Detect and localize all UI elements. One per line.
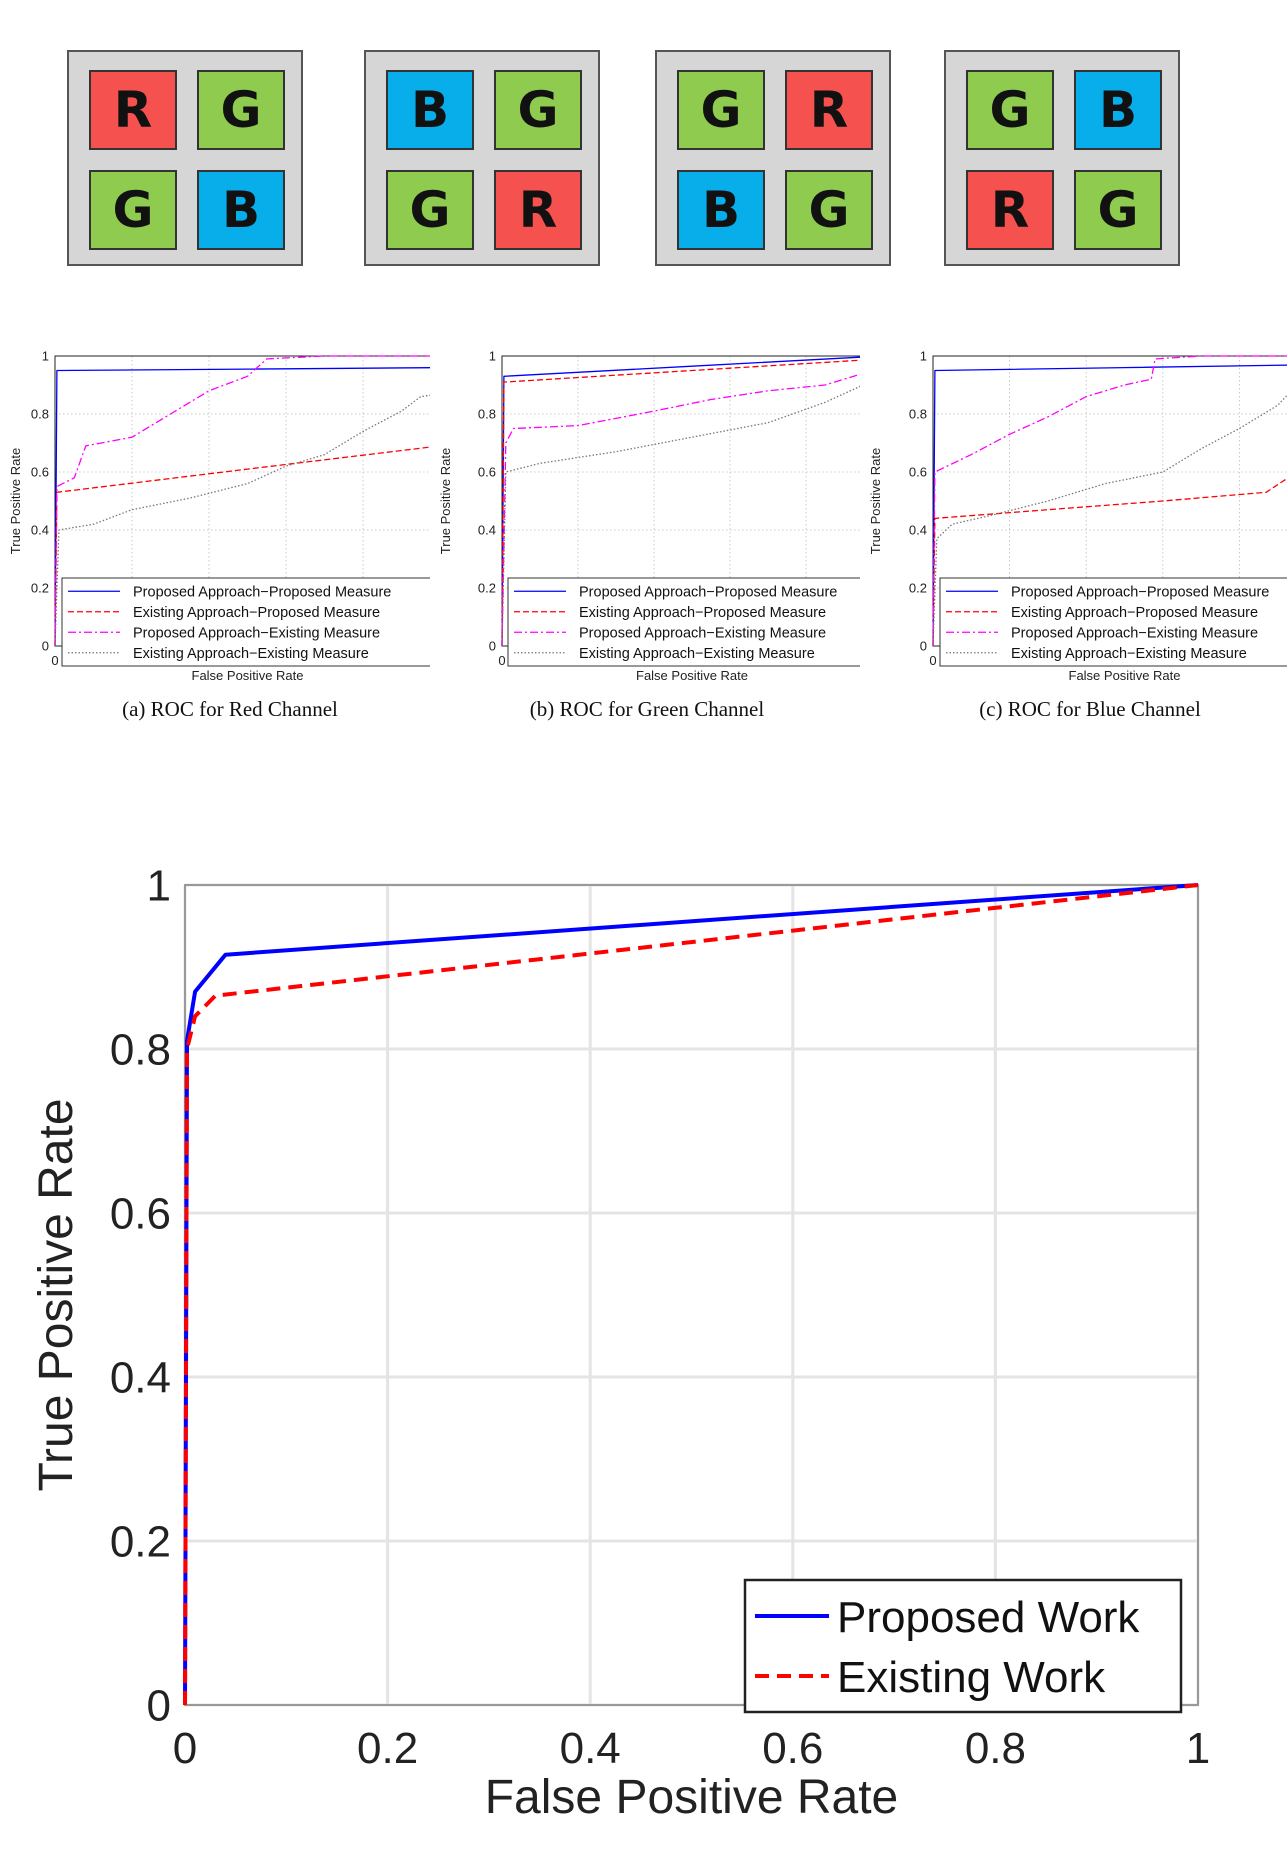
bayer-cell: G: [785, 170, 873, 250]
legend-box: [939, 577, 1287, 667]
y-tick-label: 0: [147, 1681, 171, 1730]
y-tick-label: 0.2: [110, 1517, 171, 1566]
series-line-2: [501, 359, 860, 647]
y-tick-label: 0.6: [31, 465, 49, 480]
bayer-cell: B: [386, 70, 474, 150]
series-line-1: [932, 364, 1287, 647]
series-line-2: [183, 883, 1199, 1706]
series-line-3: [501, 373, 860, 647]
caption-red: (a) ROC for Red Channel: [122, 697, 338, 721]
series-line-2: [932, 477, 1287, 647]
x-tick-label: 0.8: [965, 1724, 1026, 1773]
y-axis-label: True Positive Rate: [868, 448, 883, 554]
y-tick-label: 0.2: [909, 581, 927, 596]
y-tick-label: 0.4: [478, 523, 496, 538]
legend-label: Proposed Approach−Existing Measure: [1011, 625, 1258, 641]
x-tick-label: 0: [498, 653, 505, 668]
caption-green: (b) ROC for Green Channel: [529, 697, 765, 721]
legend-label: Proposed Approach−Existing Measure: [579, 625, 826, 641]
x-axis-label: False Positive Rate: [192, 668, 304, 683]
y-tick-label: 0.8: [909, 407, 927, 422]
y-tick-label: 0: [42, 639, 49, 654]
y-tick-label: 0.8: [110, 1025, 171, 1074]
series-line-3: [54, 355, 430, 647]
bayer-cell: G: [966, 70, 1054, 150]
y-tick-label: 0: [489, 639, 496, 654]
legend-label: Existing Approach−Proposed Measure: [133, 605, 380, 621]
bayer-cell: G: [386, 170, 474, 250]
y-tick-label: 0.6: [909, 465, 927, 480]
y-tick-label: 1: [489, 350, 496, 364]
y-tick-label: 0.6: [478, 465, 496, 480]
caption-blue: (c) ROC for Blue Channel: [979, 697, 1201, 721]
x-axis-label: False Positive Rate: [1069, 668, 1181, 683]
legend-label: Proposed Approach−Proposed Measure: [133, 584, 391, 600]
y-axis-label: True Positive Rate: [8, 448, 23, 554]
legend-box: [507, 577, 860, 667]
legend-label: Proposed Approach−Proposed Measure: [1011, 584, 1269, 600]
bayer-cell: R: [966, 170, 1054, 250]
x-tick-label: 0.2: [357, 1724, 418, 1773]
bayer-cell: B: [197, 170, 285, 250]
bayer-cell: G: [494, 70, 582, 150]
y-tick-label: 0.4: [110, 1353, 171, 1402]
series-line-4: [932, 394, 1287, 647]
x-tick-label: 0.4: [560, 1724, 621, 1773]
bayer-cell: G: [197, 70, 285, 150]
series-line-3: [932, 355, 1287, 647]
y-axis-label: True Positive Rate: [30, 1098, 83, 1491]
bayer-cell: R: [89, 70, 177, 150]
legend-label: Existing Approach−Existing Measure: [579, 646, 815, 662]
bayer-cell: B: [677, 170, 765, 250]
y-tick-label: 0: [920, 639, 927, 654]
legend-box: [61, 577, 430, 667]
y-tick-label: 0.8: [31, 407, 49, 422]
y-tick-label: 0.4: [909, 523, 927, 538]
plot-area: [185, 885, 1198, 1705]
series-line-1: [54, 367, 430, 647]
x-tick-label: 0: [173, 1724, 197, 1773]
x-tick-label: 0.6: [762, 1724, 823, 1773]
y-tick-label: 0.2: [31, 581, 49, 596]
bayer-cell: G: [677, 70, 765, 150]
legend-box: [743, 1578, 1183, 1714]
bayer-cell: G: [89, 170, 177, 250]
y-axis-label: True Positive Rate: [438, 448, 453, 554]
bayer-cell: R: [494, 170, 582, 250]
bayer-cell: R: [785, 70, 873, 150]
x-tick-label: 1: [1186, 1724, 1210, 1773]
legend-label: Existing Approach−Proposed Measure: [1011, 605, 1258, 621]
y-tick-label: 1: [920, 350, 927, 364]
series-line-4: [501, 385, 860, 647]
y-tick-label: 1: [42, 350, 49, 364]
legend-label: Proposed Approach−Existing Measure: [133, 625, 380, 641]
legend-label: Proposed Approach−Proposed Measure: [579, 584, 837, 600]
x-tick-label: 0: [929, 653, 936, 668]
legend-label: Existing Approach−Existing Measure: [1011, 646, 1247, 662]
y-tick-label: 0.8: [478, 407, 496, 422]
y-tick-label: 0.2: [478, 581, 496, 596]
legend-label: Existing Work: [837, 1653, 1106, 1702]
bayer-cell: G: [1074, 170, 1162, 250]
legend-label: Proposed Work: [837, 1593, 1140, 1642]
series-line-1: [501, 356, 860, 647]
legend-label: Existing Approach−Existing Measure: [133, 646, 369, 662]
x-axis-label: False Positive Rate: [636, 668, 748, 683]
y-tick-label: 1: [147, 861, 171, 910]
x-axis-label: False Positive Rate: [485, 1771, 899, 1824]
y-tick-label: 0.4: [31, 523, 49, 538]
bayer-cell: B: [1074, 70, 1162, 150]
roc-overall-chart: 0 0.2 0.4 0.6 0.8 1 0 0.2 0.4 0.6 0.8 1 False Positi…: [30, 861, 1210, 1824]
legend-label: Existing Approach−Proposed Measure: [579, 605, 826, 621]
x-tick-label: 0: [51, 653, 58, 668]
y-tick-label: 0.6: [110, 1189, 171, 1238]
